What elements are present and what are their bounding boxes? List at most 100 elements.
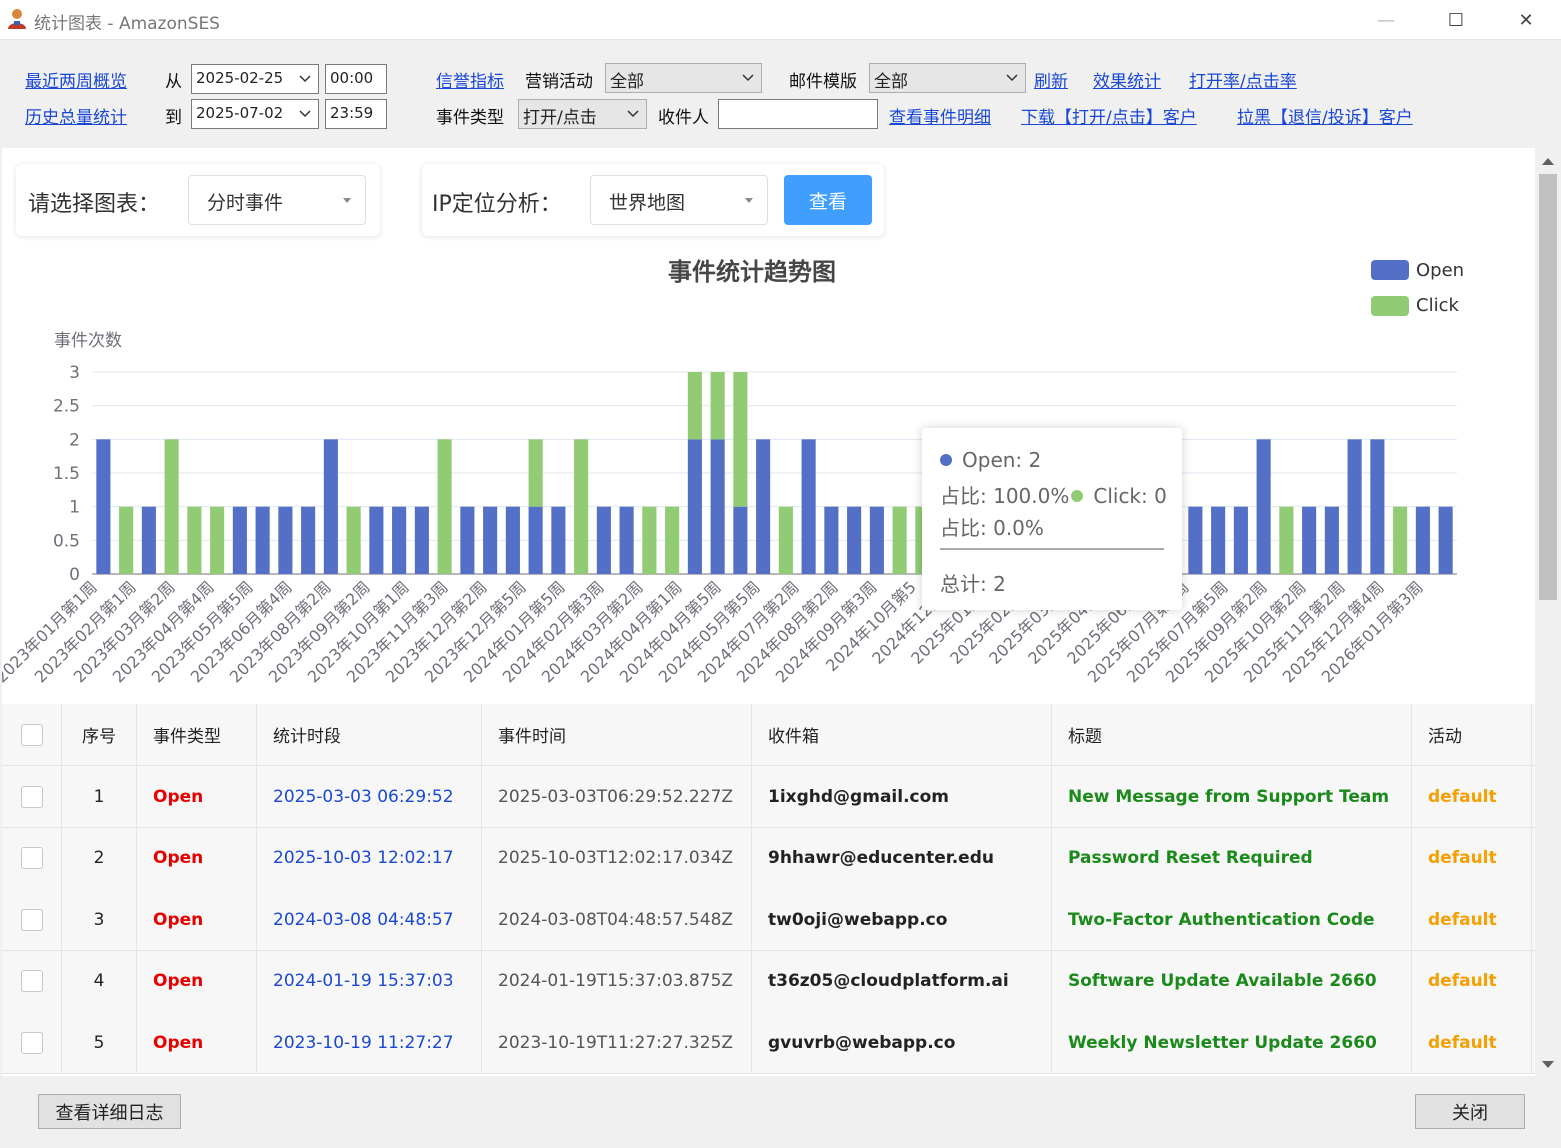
bar-click[interactable] [778,506,793,574]
vertical-scrollbar[interactable] [1537,148,1559,1076]
bar-open[interactable] [596,506,611,574]
scroll-down-icon[interactable] [1542,1061,1554,1068]
bar-click[interactable] [665,506,680,574]
header-subject[interactable]: 标题 [1052,704,1412,765]
bar-click[interactable] [574,439,589,574]
header-inbox[interactable]: 收件箱 [752,704,1052,765]
query-button[interactable]: 查看 [784,175,872,225]
table-row[interactable]: 1 Open 2025-03-03 06:29:52 2025-03-03T06:29… [2,766,1535,828]
row-checkbox[interactable] [20,785,43,808]
bar-open[interactable] [756,439,771,574]
bar-open[interactable] [460,506,475,574]
legend-click-swatch[interactable] [1371,296,1409,316]
bar-open[interactable] [1256,439,1271,574]
bar-open[interactable] [733,506,748,574]
minimize-button[interactable]: — [1351,0,1421,40]
bar-open[interactable] [278,506,293,574]
history-total-link[interactable]: 历史总量统计 [25,108,127,128]
legend-open-swatch[interactable] [1371,260,1409,280]
table-row[interactable]: 2 Open 2025-10-03 12:02:17 2025-10-03T12:02… [2,827,1535,890]
recipient-input[interactable] [718,99,878,129]
header-no[interactable]: 序号 [62,704,137,765]
bar-click[interactable] [1393,506,1408,574]
ip-analysis-select[interactable]: 世界地图 [590,175,768,225]
to-time-input[interactable]: 23:59 [325,99,387,129]
bar-click[interactable] [528,439,543,507]
bar-click[interactable] [687,372,702,440]
effect-stats-link[interactable]: 效果统计 [1093,72,1161,92]
campaign-select[interactable]: 全部 [605,63,762,93]
bar-click[interactable] [187,506,202,574]
refresh-link[interactable]: 刷新 [1034,72,1068,92]
bar-open[interactable] [1211,506,1226,574]
header-campaign[interactable]: 活动 [1412,704,1532,765]
bar-click[interactable] [210,506,225,574]
bar-open[interactable] [1415,506,1430,574]
bar-open[interactable] [824,506,839,574]
bar-open[interactable] [232,506,247,574]
row-checkbox[interactable] [20,970,43,992]
maximize-button[interactable]: ☐ [1421,0,1491,40]
header-period[interactable]: 统计时段 [257,704,482,765]
bar-open[interactable] [1233,506,1248,574]
bar-open[interactable] [619,506,634,574]
bar-open[interactable] [1347,439,1362,574]
header-time[interactable]: 事件时间 [482,704,752,765]
bar-open[interactable] [392,506,407,574]
bar-open[interactable] [323,439,338,574]
bar-click[interactable] [642,506,657,574]
scroll-up-icon[interactable] [1542,158,1554,165]
bar-click[interactable] [437,439,452,574]
table-row[interactable]: 3 Open 2024-03-08 04:48:57 2024-03-08T04:48… [2,889,1535,951]
bar-open[interactable] [505,506,520,574]
table-row[interactable]: 5 Open 2023-10-19 11:27:27 2023-10-19T11:27… [2,1012,1535,1074]
template-select[interactable]: 全部 [869,63,1026,93]
bar-open[interactable] [801,439,816,574]
bar-open[interactable] [1324,506,1339,574]
row-checkbox[interactable] [20,1031,43,1054]
bar-open[interactable] [301,506,316,574]
bar-open[interactable] [710,439,725,574]
bar-open[interactable] [847,506,862,574]
select-all-checkbox[interactable] [20,723,43,746]
from-time-input[interactable]: 00:00 [325,64,387,94]
table-row[interactable]: 4 Open 2024-01-19 15:37:03 2024-01-19T15:37… [2,950,1535,1013]
bar-open[interactable] [687,439,702,574]
bar-click[interactable] [710,372,725,440]
bar-open[interactable] [551,506,566,574]
bar-open[interactable] [1370,439,1385,574]
blacklist-bounce-link[interactable]: 拉黑【退信/投诉】客户 [1237,108,1413,128]
bar-open[interactable] [96,439,111,574]
bar-click[interactable] [1279,506,1294,574]
chart-type-select[interactable]: 分时事件 [188,175,366,225]
bar-click[interactable] [346,506,361,574]
bar-open[interactable] [483,506,498,574]
recent-two-weeks-link[interactable]: 最近两周概览 [25,72,127,92]
bar-click[interactable] [733,372,748,507]
view-event-detail-link[interactable]: 查看事件明细 [889,108,991,128]
to-date-picker[interactable]: 2025-07-02 [191,99,319,129]
close-button[interactable]: 关闭 [1415,1094,1525,1129]
download-open-click-link[interactable]: 下载【打开/点击】客户 [1021,108,1197,128]
scroll-thumb[interactable] [1539,174,1557,600]
bar-open[interactable] [255,506,270,574]
open-click-rate-link[interactable]: 打开率/点击率 [1189,72,1297,92]
reputation-link[interactable]: 信誉指标 [436,72,504,92]
row-checkbox[interactable] [20,908,43,931]
bar-click[interactable] [164,439,179,574]
bar-click[interactable] [892,506,907,574]
header-type[interactable]: 事件类型 [137,704,257,765]
bar-click[interactable] [119,506,134,574]
from-date-picker[interactable]: 2025-02-25 [191,64,319,94]
bar-open[interactable] [1188,506,1203,574]
bar-open[interactable] [369,506,384,574]
close-window-button[interactable]: ✕ [1491,0,1561,40]
view-log-button[interactable]: 查看详细日志 [38,1094,181,1129]
bar-open[interactable] [869,506,884,574]
bar-open[interactable] [1302,506,1317,574]
row-checkbox[interactable] [20,847,43,869]
bar-open[interactable] [414,506,429,574]
bar-open[interactable] [528,506,543,574]
event-type-select[interactable]: 打开/点击 [518,99,647,129]
bar-open[interactable] [1438,506,1453,574]
